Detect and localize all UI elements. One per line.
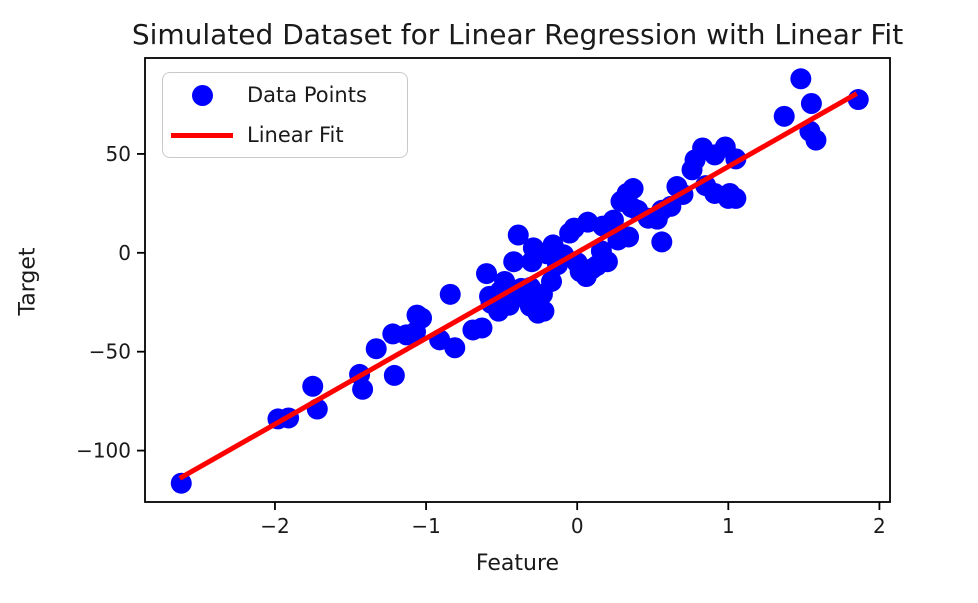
legend-marker-box [163, 84, 241, 106]
data-point [541, 270, 563, 292]
legend-label: Linear Fit [247, 123, 344, 147]
data-point [507, 224, 529, 246]
data-point [773, 105, 795, 127]
data-point [439, 283, 461, 305]
axes-frame [144, 57, 891, 503]
data-point [503, 251, 525, 273]
y-tick-label: 0 [118, 241, 131, 265]
data-point [352, 378, 374, 400]
linear-fit-line [178, 91, 858, 481]
data-point [800, 92, 822, 114]
y-axis-label: Target [15, 247, 41, 316]
data-point [383, 364, 405, 386]
x-tick-label: 1 [722, 514, 735, 538]
legend-item-data-points: Data Points [163, 75, 407, 115]
data-point [471, 317, 493, 339]
data-point [651, 231, 673, 253]
data-point [302, 375, 324, 397]
fit-line-icon [171, 132, 233, 138]
data-point [533, 300, 555, 322]
data-point [622, 178, 644, 200]
data-point [790, 68, 812, 90]
data-point [602, 209, 624, 231]
data-point [596, 251, 618, 273]
data-point [411, 307, 433, 329]
legend-label: Data Points [247, 83, 367, 107]
y-tick-label: −50 [89, 340, 131, 364]
scatter-marker-icon [191, 84, 213, 106]
data-point [476, 263, 498, 285]
x-tick-label: 2 [873, 514, 886, 538]
x-tick-label: 0 [571, 514, 584, 538]
x-tick-label: −2 [260, 514, 289, 538]
data-point [725, 187, 747, 209]
data-point [618, 226, 640, 248]
x-axis-label: Feature [475, 551, 560, 576]
y-tick-label: −100 [76, 439, 131, 463]
x-tick-label: −1 [411, 514, 440, 538]
data-point [444, 337, 466, 359]
legend-item-linear-fit: Linear Fit [163, 115, 407, 155]
data-point [170, 472, 192, 494]
legend-marker-box [163, 132, 241, 138]
data-point [365, 338, 387, 360]
legend: Data Points Linear Fit [162, 72, 408, 158]
y-tick-label: 50 [106, 142, 131, 166]
data-point [805, 129, 827, 151]
chart-title: Simulated Dataset for Linear Regression … [131, 18, 904, 51]
